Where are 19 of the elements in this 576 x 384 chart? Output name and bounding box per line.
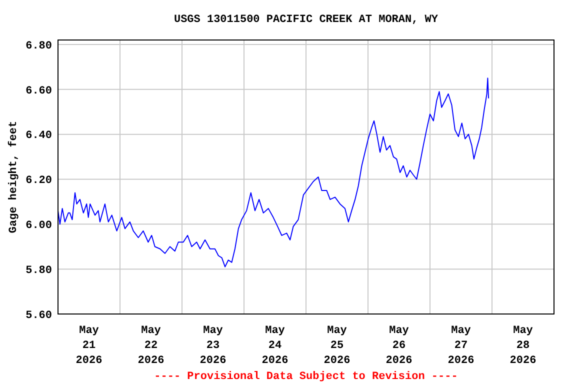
x-tick-label: May 27 2026	[448, 325, 474, 367]
x-tick-label: May 21 2026	[76, 325, 102, 367]
y-tick-label: 5.80	[26, 264, 52, 277]
x-tick-label: May 28 2026	[510, 325, 536, 367]
y-tick-label: 6.00	[26, 220, 52, 232]
y-tick-label: 6.20	[26, 175, 52, 188]
text: ---- Provisional Data Subject to Revision ----	[154, 371, 458, 383]
y-tick-label: 6.40	[26, 130, 52, 142]
y-tick-label: 5.60	[26, 310, 52, 322]
x-tick-label: May 24 2026	[262, 325, 288, 367]
x-tick-label: May 25 2026	[324, 325, 350, 367]
line-series	[58, 78, 490, 268]
chart-title: USGS 13011500 PACIFIC CREEK AT MORAN, WY	[174, 14, 438, 26]
x-tick-label: May 26 2026	[386, 325, 412, 367]
y-axis-title: Gage height, feet	[7, 120, 20, 234]
x-tick-label: May 22 2026	[138, 325, 164, 367]
y-tick-label: 6.80	[26, 40, 52, 52]
y-tick-label: 6.60	[26, 85, 52, 98]
x-tick-label: May 23 2026	[200, 325, 226, 367]
